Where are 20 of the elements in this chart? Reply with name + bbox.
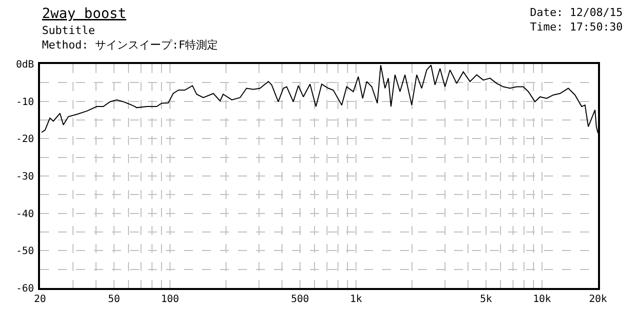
text: Method: サインスイープ:F特測定 bbox=[42, 38, 218, 52]
chart-title: 2way boost bbox=[42, 6, 126, 22]
chart-subtitle: Subtitle bbox=[42, 24, 95, 37]
x-tick-label: 50 bbox=[108, 294, 120, 305]
y-tick-label: -20 bbox=[16, 134, 34, 146]
x-tick-label: 20 bbox=[34, 294, 46, 305]
text: Time: 17:50:30 bbox=[530, 20, 623, 34]
y-tick-label: 0dB bbox=[16, 60, 34, 70]
x-tick-label: 5k bbox=[480, 294, 492, 305]
x-tick-label: 10k bbox=[532, 294, 552, 305]
y-tick-label: -50 bbox=[16, 246, 34, 258]
x-tick-label: 100 bbox=[160, 294, 180, 305]
x-tick-label: 20k bbox=[588, 294, 608, 305]
text: Date: 12/08/15 bbox=[530, 6, 623, 19]
y-tick-label: -60 bbox=[16, 284, 34, 294]
y-tick-label: -30 bbox=[16, 172, 34, 182]
x-tick-label: 1k bbox=[350, 294, 362, 305]
x-tick-label: 500 bbox=[290, 294, 310, 305]
y-tick-label: -10 bbox=[16, 96, 34, 108]
y-tick-label: -40 bbox=[16, 208, 34, 220]
